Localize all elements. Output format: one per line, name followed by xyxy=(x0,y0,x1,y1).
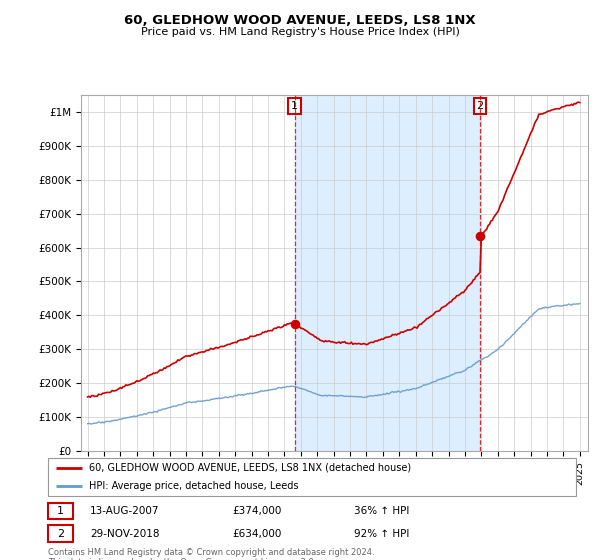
Text: 13-AUG-2007: 13-AUG-2007 xyxy=(90,506,160,516)
Text: 60, GLEDHOW WOOD AVENUE, LEEDS, LS8 1NX (detached house): 60, GLEDHOW WOOD AVENUE, LEEDS, LS8 1NX … xyxy=(89,463,412,473)
Text: 29-NOV-2018: 29-NOV-2018 xyxy=(90,529,160,539)
Text: £634,000: £634,000 xyxy=(233,529,282,539)
Text: £374,000: £374,000 xyxy=(233,506,282,516)
Bar xyxy=(48,525,73,542)
Point xyxy=(290,320,299,329)
Text: 60, GLEDHOW WOOD AVENUE, LEEDS, LS8 1NX: 60, GLEDHOW WOOD AVENUE, LEEDS, LS8 1NX xyxy=(124,14,476,27)
Bar xyxy=(48,502,73,519)
Bar xyxy=(295,95,480,451)
Point xyxy=(475,232,485,241)
Text: HPI: Average price, detached house, Leeds: HPI: Average price, detached house, Leed… xyxy=(89,482,299,492)
Text: Contains HM Land Registry data © Crown copyright and database right 2024.
This d: Contains HM Land Registry data © Crown c… xyxy=(48,548,374,560)
Text: 2: 2 xyxy=(57,529,64,539)
Text: 2: 2 xyxy=(476,101,484,111)
Text: 1: 1 xyxy=(57,506,64,516)
Text: 1: 1 xyxy=(291,101,298,111)
Text: 36% ↑ HPI: 36% ↑ HPI xyxy=(354,506,410,516)
Text: Price paid vs. HM Land Registry's House Price Index (HPI): Price paid vs. HM Land Registry's House … xyxy=(140,27,460,37)
Text: 92% ↑ HPI: 92% ↑ HPI xyxy=(354,529,410,539)
